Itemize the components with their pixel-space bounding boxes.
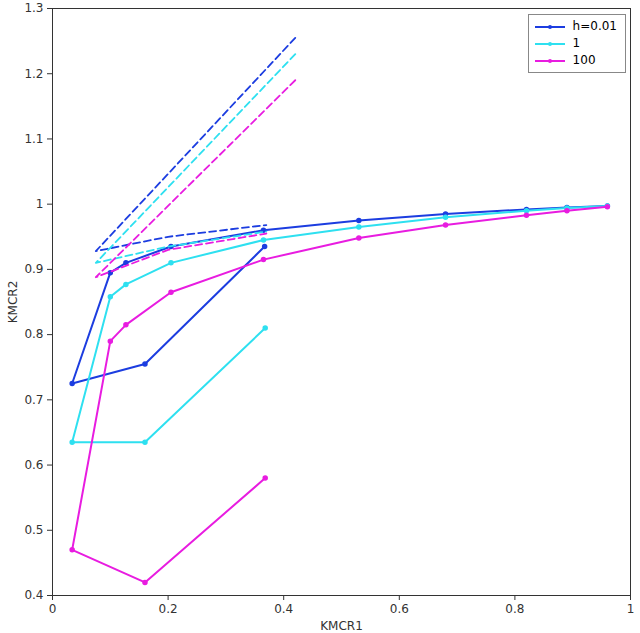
svg-text:0.9: 0.9: [24, 262, 43, 276]
html-text:100: 100: [572, 53, 596, 67]
svg-text:0.2: 0.2: [159, 602, 178, 616]
html-text:1: 1: [572, 36, 581, 50]
svg-text:0.7: 0.7: [24, 393, 43, 407]
svg-text:0.4: 0.4: [274, 602, 293, 616]
svg-text:1.2: 1.2: [24, 67, 43, 81]
svg-text:0.5: 0.5: [24, 523, 43, 537]
svg-text:1.1: 1.1: [24, 132, 43, 146]
html-text:h=0.01: h=0.01: [572, 19, 617, 33]
svg-text:1.3: 1.3: [24, 1, 43, 15]
svg-text:0.4: 0.4: [24, 588, 43, 602]
svg-text:0.8: 0.8: [24, 327, 43, 341]
svg-text:0: 0: [49, 602, 57, 616]
svg-text:1: 1: [36, 197, 44, 211]
svg-text:1: 1: [627, 602, 635, 616]
svg-text:0.8: 0.8: [505, 602, 524, 616]
svg-text:KMCR2: KMCR2: [6, 281, 20, 324]
svg-text:KMCR1: KMCR1: [320, 619, 363, 633]
svg-text:0.6: 0.6: [390, 602, 409, 616]
svg-text:0.6: 0.6: [24, 458, 43, 472]
